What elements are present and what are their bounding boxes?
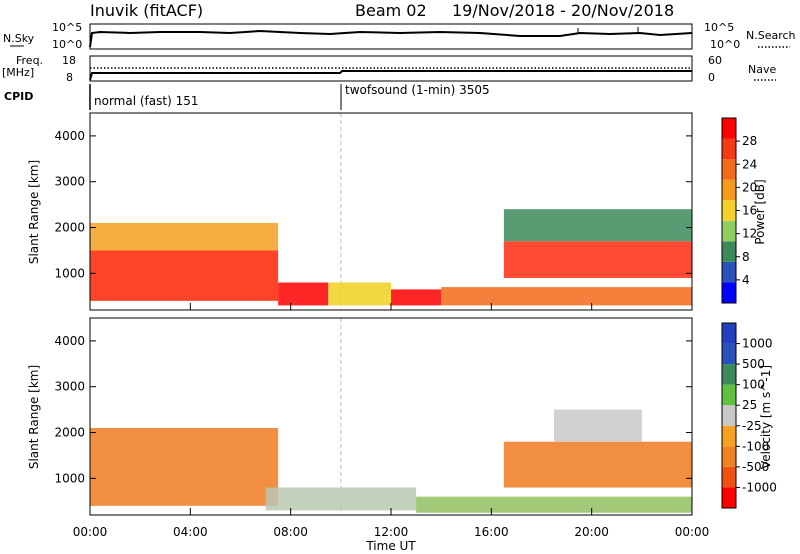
beam-label: Beam 02 <box>355 1 427 20</box>
echo-region-4 <box>503 441 692 488</box>
echo-region-7 <box>503 241 692 278</box>
y-tick-label: 4000 <box>54 334 85 348</box>
colorbar-swatch-4 <box>722 220 736 242</box>
velocity-panel: 1000 2000 3000 4000 Slant Range [km] 1000 50… <box>27 303 777 553</box>
nave-label: Nave <box>748 63 776 76</box>
echo-region-1 <box>90 250 279 301</box>
nsky-trace <box>89 29 693 48</box>
colorbar-swatch-5 <box>722 405 736 426</box>
freq-tick-bottom: 8 <box>66 71 73 84</box>
colorbar-swatch-7 <box>722 159 736 180</box>
x-tick-label: 20:00 <box>574 525 609 539</box>
nsky-label: N.Sky <box>3 32 35 45</box>
power-colorbar: 28 24 20 16 12 8 4 <box>721 117 757 304</box>
colorbar-swatch-5 <box>722 200 736 221</box>
time-axis: 00:00 04:00 08:00 12:00 16:00 20:00 00:00 <box>73 303 710 539</box>
colorbar-swatch-3 <box>722 446 736 467</box>
date-range: 19/Nov/2018 - 20/Nov/2018 <box>452 1 674 20</box>
x-tick-label: 00:00 <box>675 525 710 539</box>
colorbar-tick-label: 16 <box>742 204 757 218</box>
colorbar-swatch-1 <box>722 487 736 508</box>
colorbar-tick-label: 20 <box>742 180 757 194</box>
echo-region-1 <box>90 427 279 506</box>
colorbar-swatch-6 <box>722 179 736 201</box>
cpid-label: CPID <box>4 90 33 103</box>
velocity-colorbar: 1000 500 100 25 -25 -100 -500 -1000 <box>721 322 777 509</box>
velocity-colorbar-label: Velocity [m s^-1] <box>759 365 773 469</box>
echo-region-2 <box>265 487 417 511</box>
cpid-segment-2: twofsound (1-min) 3505 <box>345 83 490 97</box>
colorbar-swatch-9 <box>722 323 736 344</box>
y-tick-label: 3000 <box>54 380 85 394</box>
y-tick-label: 3000 <box>54 175 85 189</box>
power-y-label: Slant Range [km] <box>27 160 41 264</box>
colorbar-frame <box>721 322 737 509</box>
echo-region-5 <box>391 289 442 306</box>
colorbar-swatch-8 <box>722 138 736 160</box>
x-tick-label: 12:00 <box>374 525 409 539</box>
colorbar-tick-label: 28 <box>742 134 757 148</box>
colorbar-tick-label: -500 <box>742 460 769 474</box>
colorbar-swatch-9 <box>722 118 736 139</box>
nsearch-label: N.Search <box>746 29 796 42</box>
colorbar-tick-label: 12 <box>742 227 757 241</box>
nave-tick-bottom: 0 <box>708 71 715 84</box>
y-tick-label: 1000 <box>54 266 85 280</box>
echo-region-5 <box>554 409 642 442</box>
echo-region-4 <box>328 282 391 306</box>
station-title: Inuvik (fitACF) <box>90 1 203 20</box>
colorbar-tick-label: 500 <box>742 357 765 371</box>
nsky-tick-top: 10^5 <box>52 21 82 34</box>
colorbar-swatch-8 <box>722 343 736 365</box>
x-tick-label: 04:00 <box>173 525 208 539</box>
colorbar-tick-label: 25 <box>742 398 757 412</box>
nave-tick-top: 60 <box>708 54 722 67</box>
freq-trace <box>89 70 692 81</box>
colorbar-tick-label: 8 <box>742 250 750 264</box>
colorbar-swatch-2 <box>722 261 736 283</box>
colorbar-swatch-1 <box>722 282 736 303</box>
y-tick-label: 1000 <box>54 471 85 485</box>
colorbar-tick-label: -25 <box>742 419 762 433</box>
colorbar-tick-label: 1000 <box>742 337 773 351</box>
power-panel: 1000 2000 3000 4000 Slant Range [km] 28 24 20… <box>27 112 767 311</box>
y-tick-label: 2000 <box>54 221 85 235</box>
nsearch-tick-top: 10^5 <box>704 21 734 34</box>
velocity-y-label: Slant Range [km] <box>27 365 41 469</box>
echo-region-8 <box>503 209 692 242</box>
colorbar-tick-label: 100 <box>742 378 765 392</box>
power-plot-area: 1000 2000 3000 4000 <box>54 113 692 310</box>
nsky-tick-bottom: 10^0 <box>52 38 82 51</box>
nsky-panel: N.Sky 10^5 10^0 10^5 10^0 N.Search <box>3 21 796 51</box>
colorbar-swatch-4 <box>722 425 736 447</box>
echo-region-3 <box>278 282 329 306</box>
time-axis-label: Time UT <box>365 539 416 553</box>
nsearch-tick-bottom: 10^0 <box>710 38 740 51</box>
y-tick-label: 2000 <box>54 426 85 440</box>
x-tick-label: 00:00 <box>73 525 108 539</box>
freq-label: Freq. <box>16 54 43 67</box>
power-colorbar-label: Power [dB] <box>753 179 767 244</box>
colorbar-swatch-6 <box>722 384 736 406</box>
colorbar-tick-label: -100 <box>742 439 769 453</box>
echo-region-6 <box>441 287 692 306</box>
cpid-segment-1: normal (fast) 151 <box>94 94 198 108</box>
colorbar-swatch-3 <box>722 241 736 262</box>
cpid-bar: CPID normal (fast) 151 twofsound (1-min)… <box>4 83 490 110</box>
colorbar-swatch-7 <box>722 364 736 385</box>
colorbar-tick-label: -1000 <box>742 480 777 494</box>
echo-region-3 <box>416 496 692 513</box>
freq-unit: [MHz] <box>2 66 34 79</box>
x-tick-label: 16:00 <box>474 525 509 539</box>
x-tick-label: 08:00 <box>273 525 308 539</box>
velocity-plot-area: 1000 2000 3000 4000 <box>54 318 692 515</box>
colorbar-tick-label: 24 <box>742 157 757 171</box>
colorbar-swatch-2 <box>722 466 736 488</box>
freq-panel: Freq. [MHz] 18 8 60 0 Nave <box>2 54 776 84</box>
y-tick-label: 4000 <box>54 129 85 143</box>
colorbar-tick-label: 4 <box>742 273 750 287</box>
echo-region-2 <box>90 222 279 251</box>
freq-tick-top: 18 <box>62 54 76 67</box>
